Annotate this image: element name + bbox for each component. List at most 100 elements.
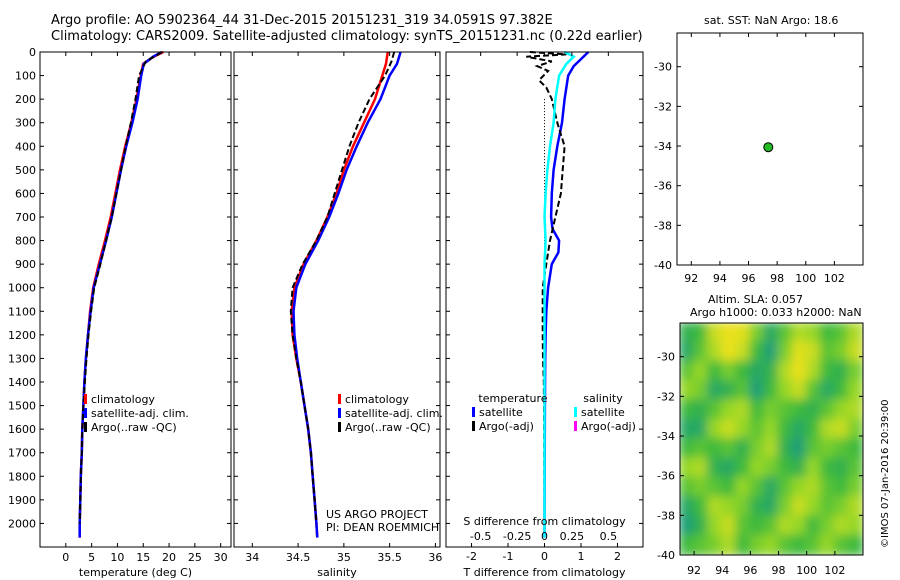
sla-ytick-label: -32 <box>657 390 675 403</box>
sla-cell <box>819 457 836 479</box>
sla-cell <box>749 438 766 460</box>
sla-cell <box>805 476 822 498</box>
salinity-diff-xtick-label: 0.5 <box>600 530 618 543</box>
sla-cell <box>680 476 696 498</box>
sla-cell <box>805 515 822 537</box>
depth-ytick-label: 2000 <box>8 517 36 530</box>
location-xtick-label: 92 <box>684 272 698 285</box>
difference-series-1 <box>526 51 567 524</box>
sla-cell <box>707 418 724 440</box>
salinity-diff-xtick-label: -0.5 <box>470 530 491 543</box>
salinity-diff-xtick-label: 0.25 <box>560 530 585 543</box>
sla-xtick-label: 92 <box>687 564 701 577</box>
sla-cell <box>735 515 752 537</box>
sla-cell <box>693 380 710 402</box>
header-title-line1: Argo profile: AO 5902364_44 31-Dec-2015 … <box>51 13 553 28</box>
sla-cell <box>735 496 752 518</box>
salinity-legend-label: climatology <box>345 393 409 406</box>
sla-cell <box>777 360 794 382</box>
sla-cell <box>763 457 780 479</box>
depth-ytick-label: 700 <box>15 211 36 224</box>
sla-cell <box>819 323 836 344</box>
difference-temp-legend-swatch <box>472 407 475 417</box>
sla-cell <box>749 341 766 363</box>
sla-cell <box>721 380 738 402</box>
depth-ytick-label: 800 <box>15 235 36 248</box>
sla-cell <box>749 515 766 537</box>
sla-cell <box>833 438 850 460</box>
sla-cell <box>805 360 822 382</box>
sla-cell <box>680 457 696 479</box>
difference-sal-legend-label: Argo(-adj) <box>581 420 636 433</box>
temperature-legend-label: climatology <box>91 393 155 406</box>
sla-cell <box>735 341 752 363</box>
sla-cell <box>680 380 696 402</box>
sla-cell <box>693 515 710 537</box>
sla-cell <box>707 515 724 537</box>
difference-legend-group-temperature: temperature <box>478 392 547 405</box>
difference-temp-legend-label: Argo(-adj) <box>479 420 534 433</box>
sla-xtick-label: 96 <box>743 564 757 577</box>
sla-cell <box>777 515 794 537</box>
sla-ytick-label: -40 <box>657 549 675 562</box>
depth-ytick-label: 400 <box>15 140 36 153</box>
difference-temp-legend-swatch <box>472 421 475 431</box>
sla-cell <box>805 457 822 479</box>
salinity-legend-swatch <box>338 422 341 432</box>
sla-cell <box>721 360 738 382</box>
sla-cell <box>833 496 850 518</box>
sla-cell <box>721 496 738 518</box>
sla-cell <box>833 380 850 402</box>
sla-cell <box>763 476 780 498</box>
sla-cell <box>847 399 863 421</box>
sla-cell <box>791 476 808 498</box>
sla-cell <box>763 515 780 537</box>
salinity-diff-xlabel: S difference from climatology <box>463 515 626 528</box>
sla-cell <box>777 496 794 518</box>
sla-cell <box>805 323 822 344</box>
location-xtick-label: 96 <box>742 272 756 285</box>
temperature-xtick-label: 15 <box>136 551 150 564</box>
location-ytick-label: -30 <box>654 61 672 74</box>
sla-cell <box>805 418 822 440</box>
depth-ytick-label: 300 <box>15 117 36 130</box>
depth-ytick-label: 1700 <box>8 447 36 460</box>
difference-series-2 <box>543 50 576 538</box>
sla-cell <box>707 457 724 479</box>
difference-legend-group-salinity: salinity <box>583 392 623 405</box>
sla-cell <box>693 496 710 518</box>
temperature-xtick-label: 25 <box>188 551 202 564</box>
sla-cell <box>680 399 696 421</box>
depth-ytick-label: 1200 <box>8 329 36 342</box>
sla-cell <box>707 341 724 363</box>
sla-readout: Altim. SLA: 0.057 <box>708 293 804 306</box>
sla-cell <box>707 476 724 498</box>
sla-cell <box>721 534 738 555</box>
temperature-legend-label: satellite-adj. clim. <box>91 407 189 420</box>
sla-cell <box>749 476 766 498</box>
temperature-xtick-label: 30 <box>214 551 228 564</box>
sla-cell <box>693 360 710 382</box>
difference-xtick-label: 0 <box>541 550 548 563</box>
sla-cell <box>819 438 836 460</box>
sla-xtick-label: 102 <box>824 564 845 577</box>
sla-cell <box>749 360 766 382</box>
depth-ytick-label: 1300 <box>8 352 36 365</box>
temperature-diff-xlabel: T difference from climatology <box>463 566 626 579</box>
difference-temp-legend-label: satellite <box>479 406 523 419</box>
salinity-xtick-label: 35.5 <box>377 551 402 564</box>
sla-cell <box>847 534 863 555</box>
sla-cell <box>763 496 780 518</box>
location-xtick-label: 94 <box>713 272 727 285</box>
difference-sal-legend-swatch <box>574 421 577 431</box>
sla-cell <box>680 438 696 460</box>
sla-cell <box>763 341 780 363</box>
sla-cell <box>847 360 863 382</box>
salinity-xtick-label: 35 <box>337 551 351 564</box>
sla-cell <box>721 399 738 421</box>
sla-cell <box>819 496 836 518</box>
sla-cell <box>680 418 696 440</box>
sla-ytick-label: -34 <box>657 430 675 443</box>
sla-cell <box>749 418 766 440</box>
